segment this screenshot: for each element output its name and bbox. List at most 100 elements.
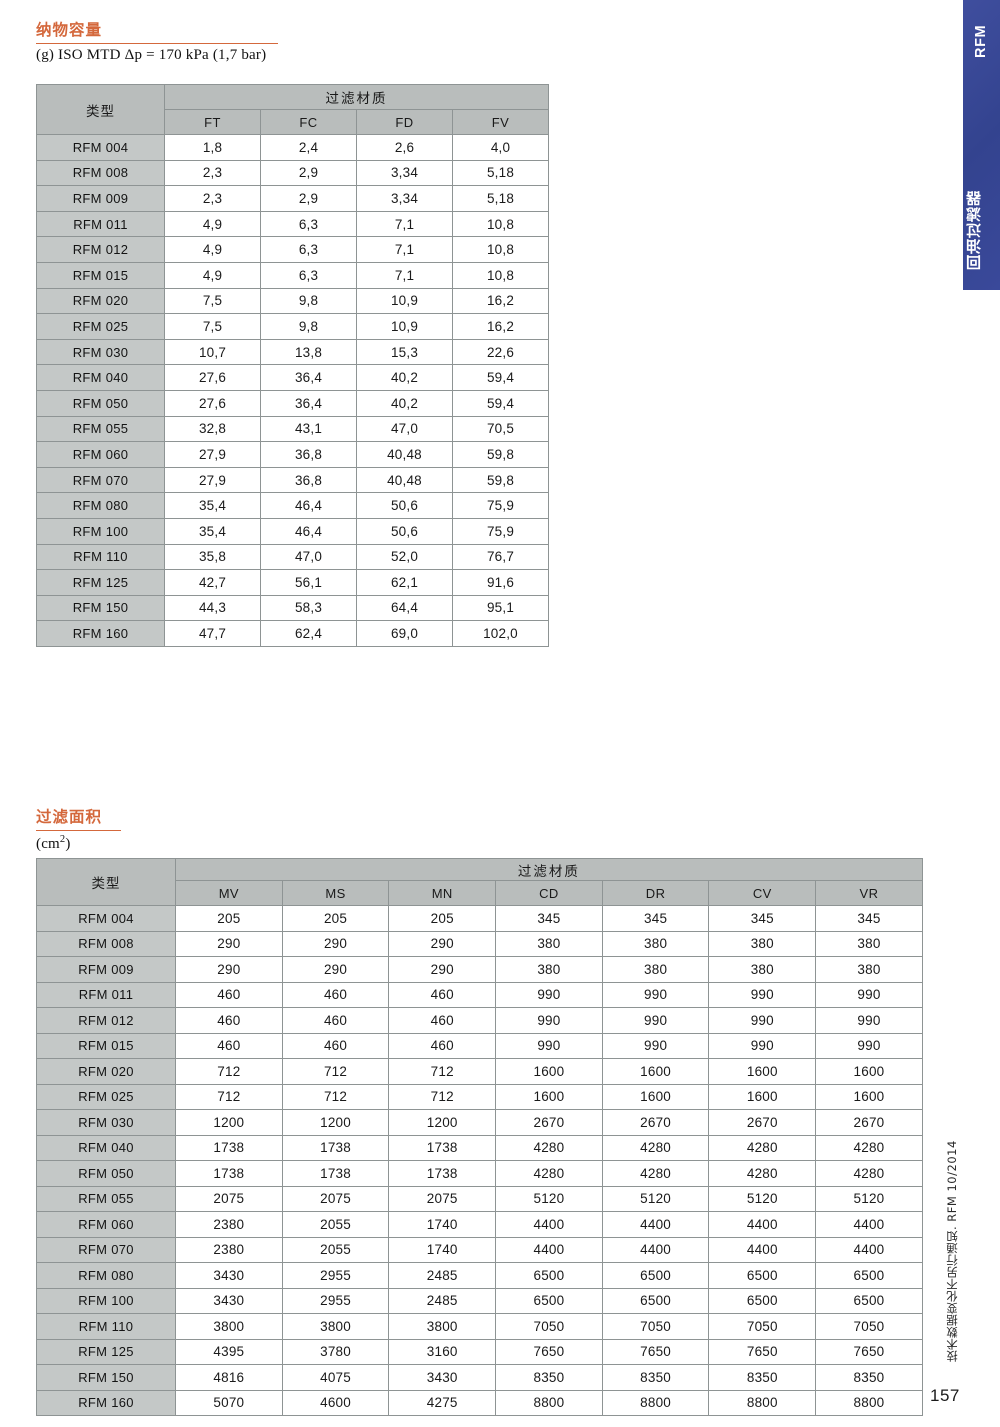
cell-value: 6500 [815,1262,923,1289]
cell-value: 7650 [708,1338,817,1365]
cell-value: 46,4 [260,517,357,545]
cell-value: 1200 [281,1109,390,1136]
cell-value: 27,9 [164,466,261,494]
table-row: RFM 009 2,3 2,9 3,34 5,18 [36,185,549,212]
table-row: RFM 050 27,6 36,4 40,2 59,4 [36,389,549,417]
row-type-label: RFM 012 [36,1007,176,1034]
column-header-ms: MS [281,880,390,906]
row-type-label: RFM 008 [36,159,165,187]
cell-value: 27,6 [164,364,261,391]
table-row: RFM 100 3430 2955 2485 6500 6500 6500 6500 [36,1287,923,1314]
cell-value: 7,1 [356,210,453,238]
cell-value: 10,9 [356,313,453,340]
cell-value: 36,8 [260,466,357,494]
table-row: RFM 160 47,7 62,4 69,0 102,0 [36,620,549,647]
cell-value: 2955 [281,1287,390,1314]
cell-value: 3,34 [356,159,453,187]
cell-value: 7650 [601,1338,710,1365]
table-row: RFM 020 712 712 712 1600 1600 1600 1600 [36,1058,923,1085]
table-row: RFM 015 460 460 460 990 990 990 990 [36,1032,923,1059]
table-row: RFM 060 2380 2055 1740 4400 4400 4400 4400 [36,1211,923,1238]
cell-value: 8800 [815,1389,923,1416]
column-header-dr: DR [601,880,710,906]
cell-value: 7050 [708,1313,817,1340]
cell-value: 8800 [708,1389,817,1416]
cell-value: 1600 [601,1058,710,1085]
table-row: RFM 040 1738 1738 1738 4280 4280 4280 4280 [36,1134,923,1161]
cell-value: 5120 [708,1185,817,1212]
cell-value: 345 [815,905,923,932]
cell-value: 2380 [175,1211,283,1238]
cell-value: 10,8 [452,210,549,238]
cell-value: 3800 [175,1313,283,1340]
table-row: RFM 160 5070 4600 4275 8800 8800 8800 8800 [36,1389,923,1416]
table-row: RFM 100 35,4 46,4 50,6 75,9 [36,517,549,545]
cell-value: 9,8 [260,313,357,340]
cell-value: 59,4 [452,389,549,417]
cell-value: 44,3 [164,594,261,622]
cell-value: 4400 [601,1236,710,1263]
cell-value: 4400 [495,1211,603,1238]
column-header-fd: FD [356,109,453,135]
table-row: RFM 004 205 205 205 345 345 345 345 [36,905,923,932]
row-type-label: RFM 050 [36,1160,176,1187]
cell-value: 32,8 [164,415,261,443]
cell-value: 62,1 [356,569,453,596]
table-capacity: 类型 过滤材质 FT FC FD FV RFM 004 1,8 2,4 2,6 4,0 … [36,84,549,647]
cell-value: 8350 [815,1364,923,1391]
table-row: RFM 008 2,3 2,9 3,34 5,18 [36,159,549,187]
cell-value: 290 [281,930,390,957]
side-tab-rfm: RFM 回油过滤器 [963,0,1000,290]
cell-value: 3780 [281,1338,390,1365]
cell-value: 205 [388,905,497,932]
cell-value: 1,8 [164,134,261,161]
cell-value: 345 [708,905,817,932]
column-header-mv: MV [175,880,283,906]
cell-value: 40,2 [356,364,453,391]
cell-value: 36,4 [260,389,357,417]
cell-value: 8350 [708,1364,817,1391]
cell-value: 64,4 [356,594,453,622]
cell-value: 7050 [601,1313,710,1340]
cell-value: 8350 [601,1364,710,1391]
table-row: RFM 025 7,5 9,8 10,9 16,2 [36,313,549,340]
row-type-label: RFM 055 [36,1185,176,1212]
cell-value: 380 [495,930,603,957]
table-row: RFM 004 1,8 2,4 2,6 4,0 [36,134,549,161]
cell-value: 990 [708,981,817,1008]
table-area-header-row-1: 类型 过滤材质 [36,858,923,906]
table-row: RFM 060 27,9 36,8 40,48 59,8 [36,441,549,468]
cell-value: 5120 [495,1185,603,1212]
row-type-label: RFM 015 [36,1032,176,1059]
cell-value: 460 [388,1032,497,1059]
cell-value: 6500 [708,1262,817,1289]
cell-value: 2670 [495,1109,603,1136]
header-material-capacity: 过滤材质 [164,84,549,110]
cell-value: 380 [815,930,923,957]
cell-value: 69,0 [356,620,453,647]
cell-value: 7,5 [164,287,261,315]
cell-value: 290 [388,930,497,957]
table-row: RFM 070 2380 2055 1740 4400 4400 4400 4400 [36,1236,923,1263]
cell-value: 1600 [815,1083,923,1110]
column-header-vr: VR [815,880,923,906]
header-type-area: 类型 [36,858,176,906]
cell-value: 4,0 [452,134,549,161]
cell-value: 2670 [815,1109,923,1136]
row-type-label: RFM 040 [36,364,165,391]
cell-value: 70,5 [452,415,549,443]
row-type-label: RFM 055 [36,415,165,443]
cell-value: 10,8 [452,261,549,289]
side-tab-code-label: RFM [973,24,989,58]
cell-value: 7,1 [356,236,453,263]
cell-value: 59,8 [452,466,549,494]
cell-value: 990 [601,1007,710,1034]
cell-value: 40,48 [356,441,453,468]
table-row: RFM 125 4395 3780 3160 7650 7650 7650 7650 [36,1338,923,1365]
cell-value: 56,1 [260,569,357,596]
cell-value: 1600 [495,1083,603,1110]
table-capacity-header-row-1: 类型 过滤材质 [36,84,549,135]
cell-value: 990 [495,981,603,1008]
cell-value: 1740 [388,1236,497,1263]
cell-value: 2075 [175,1185,283,1212]
